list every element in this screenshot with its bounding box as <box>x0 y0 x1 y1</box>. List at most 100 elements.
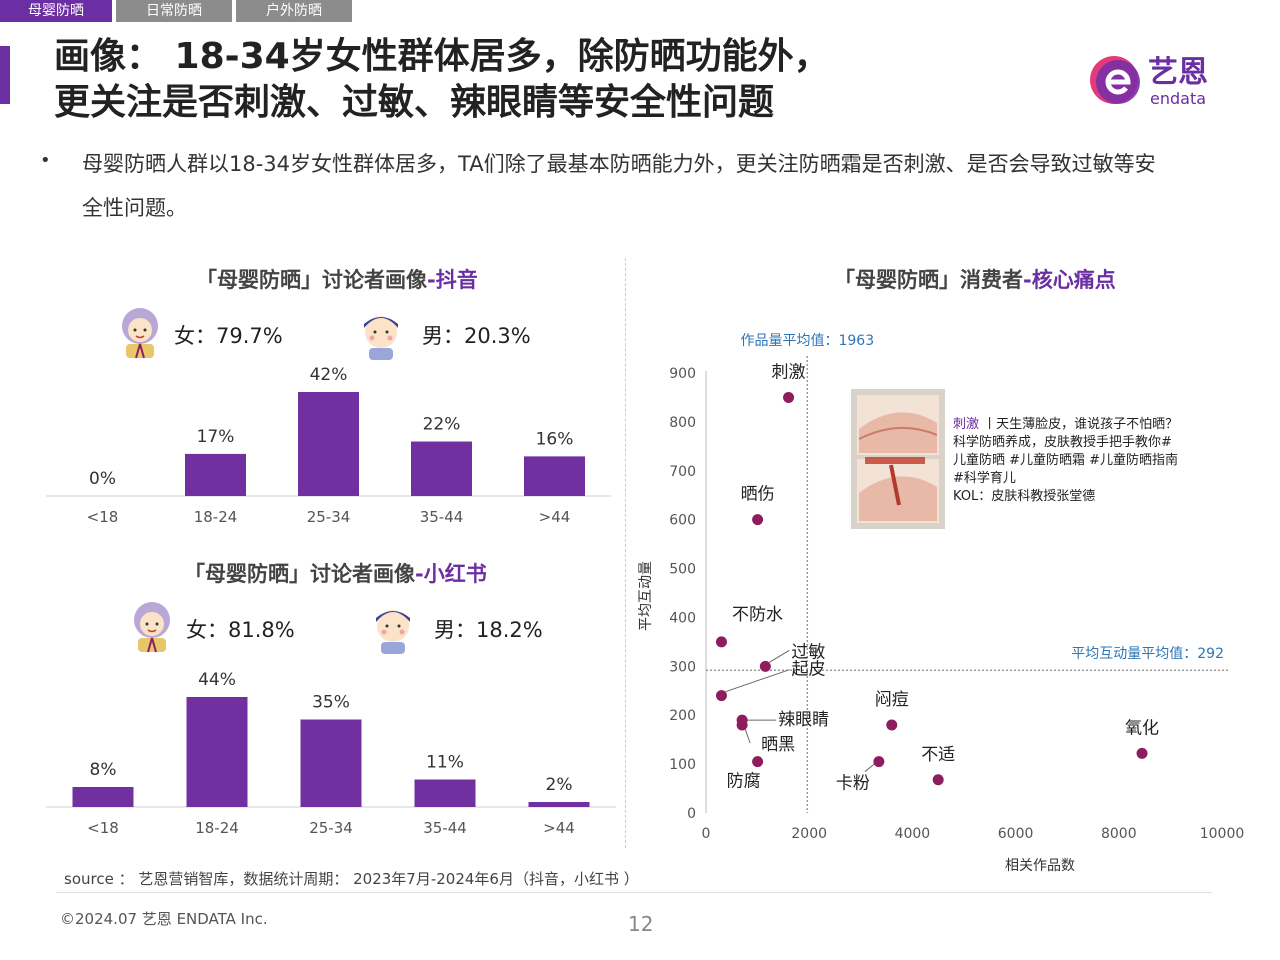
post-line2: 科学防晒养成，皮肤教授手把手教你# <box>953 435 1172 450</box>
bar-3 <box>411 441 472 496</box>
xhs-male-ratio: 男：18.2% <box>434 618 543 642</box>
page-title-line1: 画像： 18-34岁女性群体居多，除防晒功能外， <box>54 36 830 77</box>
bar-4 <box>524 456 585 496</box>
summary-bullet: 母婴防晒人群以18-34岁女性群体居多，TA们除了最基本防晒能力外，更关注防晒霜… <box>82 152 1156 220</box>
featured-post-caption: 刺激 丨天生薄脸皮，谁说孩子不怕晒？ 科学防晒养成，皮肤教授手把手教你# 儿童防… <box>953 416 1213 506</box>
bar-value-label: 8% <box>90 760 117 780</box>
pain-title-hl: -核心痛点 <box>1023 268 1116 292</box>
douyin-section-title: 「母婴防晒」讨论者画像-抖音 <box>196 264 478 294</box>
female-avatar-icon <box>134 602 170 653</box>
scatter-point-label: 不防水 <box>732 605 783 625</box>
scatter-point-9 <box>873 756 885 768</box>
point-leader-line <box>725 669 790 693</box>
female-avatar-icon <box>122 308 158 359</box>
post-line3: 儿童防晒 #儿童防晒霜 #儿童防晒指南 <box>953 453 1179 468</box>
bar-0 <box>72 787 134 807</box>
tab-bar: 母婴防晒 日常防晒 户外防晒 <box>0 0 356 22</box>
source-note: source ： 艺恩营销智库，数据统计周期： 2023年7月-2024年6月（… <box>64 870 639 888</box>
post-thumbnail-image <box>851 389 945 529</box>
footer-divider <box>56 892 1212 893</box>
x-tick-label: 8000 <box>1101 826 1137 842</box>
bar-3 <box>414 779 476 807</box>
bar-value-label: 42% <box>310 365 348 385</box>
bar-value-label: 22% <box>423 415 461 435</box>
douyin-title-platform: -抖音 <box>427 268 478 292</box>
xhs-section-title: 「母婴防晒」讨论者画像-小红书 <box>184 558 487 588</box>
x-tick-label: 6000 <box>998 826 1034 842</box>
scatter-point-4 <box>715 690 727 702</box>
bar-1 <box>185 453 246 496</box>
title-accent-bar <box>0 46 10 104</box>
scatter-point-2 <box>715 636 727 648</box>
endata-logo: 艺恩 endata <box>1090 55 1208 108</box>
post-line1: 丨天生薄脸皮，谁说孩子不怕晒？ <box>979 417 1179 432</box>
scatter-point-label: 晒伤 <box>741 485 775 505</box>
point-leader-line <box>864 763 876 773</box>
male-avatar-icon <box>364 316 398 360</box>
x-mean-label: 作品量平均值：1963 <box>740 333 874 349</box>
post-kol: KOL：皮肤科教授张堂德 <box>953 489 1096 504</box>
bar-value-label: 44% <box>198 670 236 690</box>
bullet-dot: • <box>40 150 51 171</box>
tab-huwai-fangshai[interactable]: 户外防晒 <box>236 0 352 22</box>
scatter-point-10 <box>932 774 944 786</box>
scatter-point-1 <box>752 514 764 526</box>
xhs-title-platform: -小红书 <box>415 562 487 586</box>
post-keyword: 刺激 <box>953 417 980 432</box>
scatter-point-label: 辣眼睛 <box>778 710 829 730</box>
y-axis-title: 平均互动量 <box>638 561 654 631</box>
scatter-point-label: 防腐 <box>727 772 761 792</box>
scatter-point-label: 起皮 <box>791 660 825 680</box>
douyin-age-bar-chart: 0% <18 17% 18-24 42% 25-34 22% 35-44 16% >44 <box>46 365 611 526</box>
section-divider <box>625 258 626 848</box>
bar-category-label: <18 <box>87 508 119 526</box>
bar-category-label: 18-24 <box>195 819 239 837</box>
bar-category-label: 18-24 <box>194 508 238 526</box>
page-number: 12 <box>628 912 654 936</box>
pain-point-scatter-chart: 0 100 200 300 400 500 600 700 800 900 0 2000 4000 600… <box>638 333 1245 874</box>
page-title: 画像： 18-34岁女性群体居多，除防晒功能外， 更关注是否刺激、过敏、辣眼睛等… <box>54 34 830 126</box>
scatter-point-3 <box>759 660 771 672</box>
scatter-point-8 <box>886 719 898 731</box>
scatter-point-6 <box>736 719 748 731</box>
bar-2 <box>300 719 362 807</box>
point-leader-line <box>744 728 751 744</box>
scatter-point-label: 氧化 <box>1125 718 1159 738</box>
y-tick-label: 0 <box>687 806 696 822</box>
douyin-female-ratio: 女：79.7% <box>174 324 283 348</box>
tab-richang-fangshai[interactable]: 日常防晒 <box>116 0 232 22</box>
bar-category-label: 25-34 <box>307 508 351 526</box>
tab-muying-fangshai[interactable]: 母婴防晒 <box>0 0 112 22</box>
y-tick-label: 800 <box>669 415 696 431</box>
bar-1 <box>186 697 248 807</box>
scatter-point-label: 卡粉 <box>836 774 870 794</box>
y-tick-label: 100 <box>669 757 696 773</box>
male-avatar-icon <box>376 610 410 654</box>
y-tick-label: 300 <box>669 659 696 675</box>
point-leader-line <box>769 649 790 663</box>
x-tick-label: 4000 <box>895 826 931 842</box>
bar-value-label: 17% <box>197 427 235 447</box>
logo-text: 艺恩 <box>1148 55 1208 90</box>
scatter-point-label: 不适 <box>921 745 955 765</box>
douyin-title-prefix: 「母婴防晒」讨论者画像 <box>196 268 427 292</box>
bar-2 <box>298 392 359 496</box>
bar-value-label: 11% <box>426 753 464 773</box>
scatter-point-label: 过敏 <box>791 642 825 662</box>
page-title-line2: 更关注是否刺激、过敏、辣眼睛等安全性问题 <box>54 82 775 123</box>
bar-value-label: 35% <box>312 693 350 713</box>
copyright: ©2024.07 艺恩 ENDATA Inc. <box>60 910 268 928</box>
bar-category-label: >44 <box>543 819 575 837</box>
pain-title-prefix: 「母婴防晒」消费者 <box>834 268 1023 292</box>
x-tick-label: 0 <box>702 826 711 842</box>
x-axis-title: 相关作品数 <box>1005 858 1075 874</box>
post-line4: #科学育儿 <box>953 471 1016 486</box>
x-tick-label: 10000 <box>1200 826 1245 842</box>
bar-category-label: 25-34 <box>309 819 353 837</box>
xhs-female-ratio: 女：81.8% <box>186 618 295 642</box>
x-tick-label: 2000 <box>791 826 827 842</box>
xhs-age-bar-chart: 8% <18 44% 18-24 35% 25-34 11% 35-44 2% >44 <box>46 670 616 837</box>
bar-category-label: <18 <box>87 819 119 837</box>
xhs-title-prefix: 「母婴防晒」讨论者画像 <box>184 562 415 586</box>
y-tick-label: 900 <box>669 366 696 382</box>
